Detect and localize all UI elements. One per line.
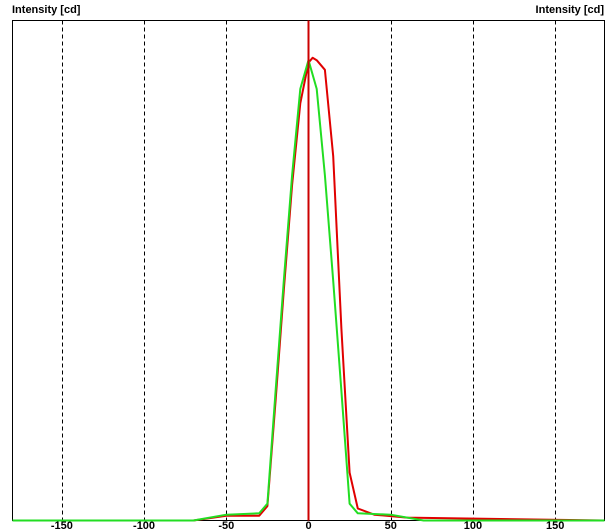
vertical-grid-lines bbox=[62, 20, 556, 521]
y-axis-label-right: Intensity [cd] bbox=[536, 4, 605, 16]
x-tick-label--150: -150 bbox=[51, 520, 73, 531]
x-tick-label-100: 100 bbox=[464, 520, 482, 531]
series-line-red bbox=[12, 56, 605, 522]
y-axis-label-left: Intensity [cd] bbox=[12, 4, 81, 16]
x-tick-labels: -150 -100 -50 0 50 100 150 bbox=[51, 520, 565, 531]
x-tick-label-50: 50 bbox=[385, 520, 397, 531]
x-tick-label-150: 150 bbox=[546, 520, 564, 531]
x-tick-label-0: 0 bbox=[305, 520, 311, 531]
x-tick-label--100: -100 bbox=[133, 520, 155, 531]
x-tick-label--50: -50 bbox=[218, 520, 234, 531]
